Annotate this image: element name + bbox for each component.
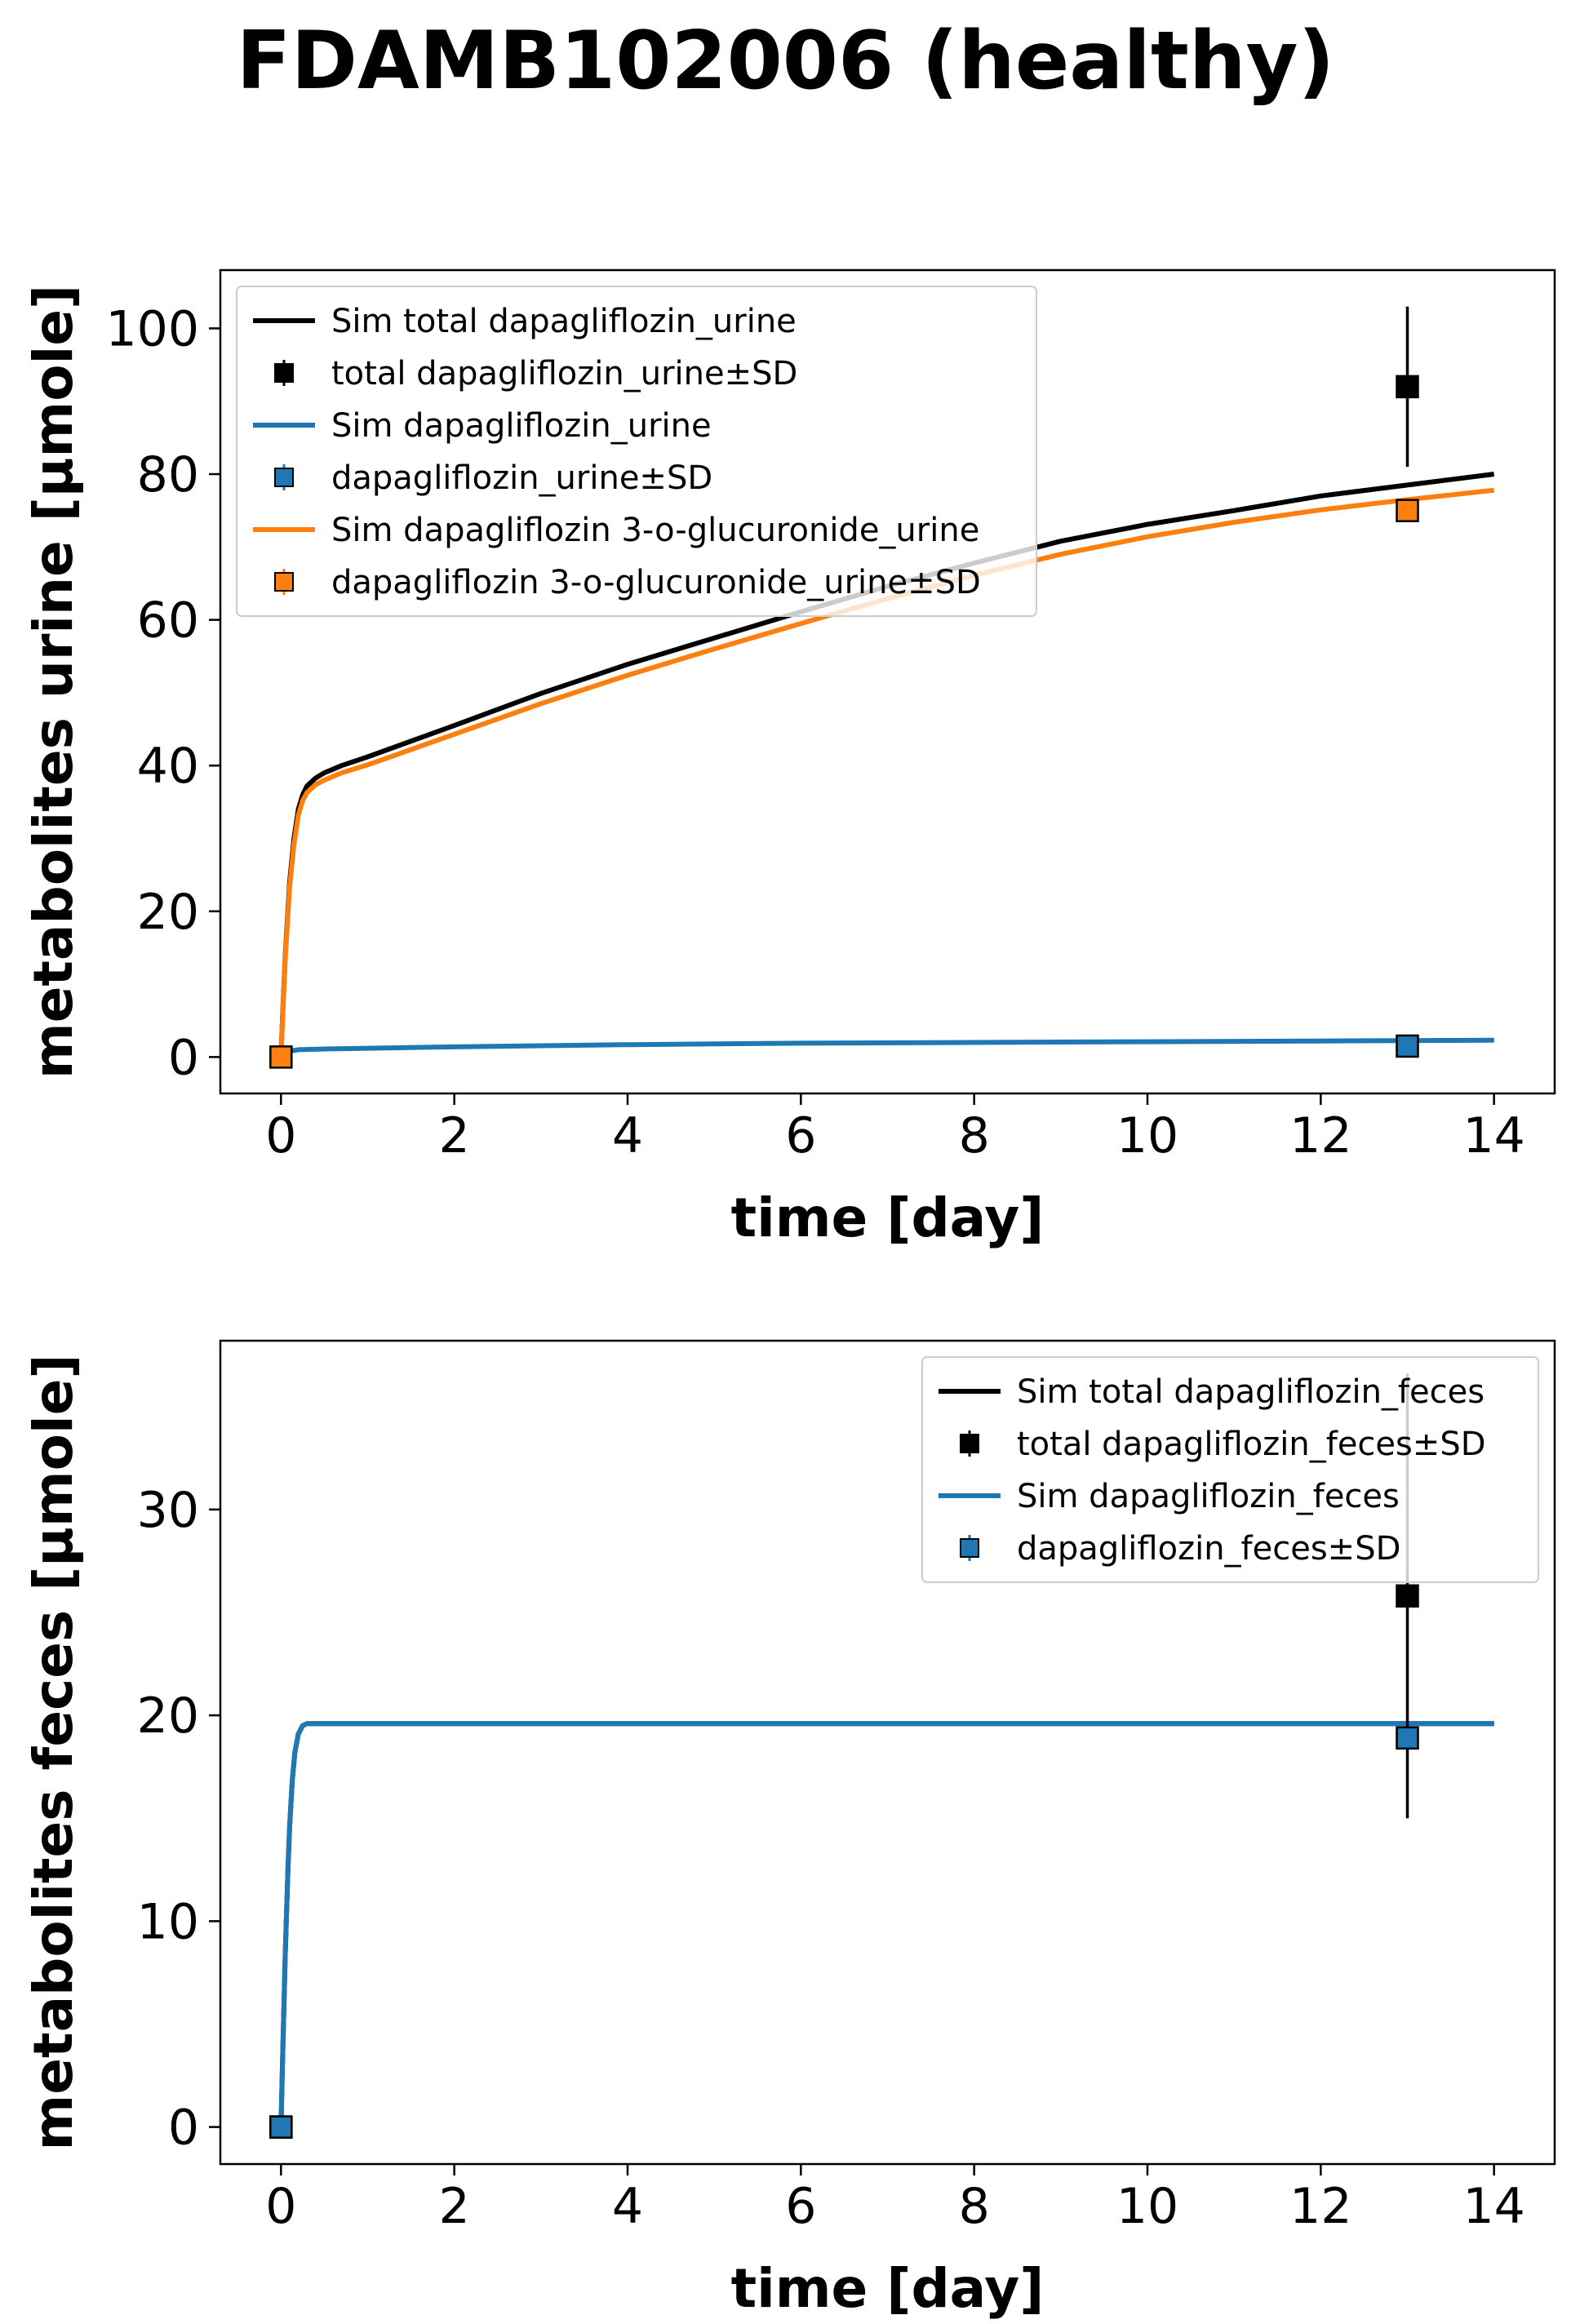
x-tick-label: 6 (785, 2178, 816, 2235)
series-line (278, 1721, 1494, 2127)
x-axis-label: time [day] (731, 1186, 1045, 1249)
legend-marker-swatch (274, 468, 294, 487)
legend-marker-swatch (960, 1538, 979, 1558)
legend-marker-swatch (274, 363, 294, 383)
x-tick-label: 4 (612, 1107, 643, 1164)
urine-chart-panel: 0 2 4 6 8 10 12 14 0 20 40 60 80 100 time [day] metabol… (22, 268, 1556, 1249)
legend-label: total dapagliflozin_urine±SD (331, 355, 797, 393)
legend-label: Sim total dapagliflozin_feces (1017, 1373, 1484, 1411)
series-line (279, 1037, 1494, 1059)
x-tick-label: 14 (1463, 1107, 1525, 1164)
feces-chart-panel: 0 2 4 6 8 10 12 14 0 10 20 30 time [day] metabolites … (22, 1339, 1556, 2320)
legend-box (921, 1356, 1539, 1583)
legend-label: Sim dapagliflozin_urine (331, 407, 712, 445)
y-axis-label: metabolites feces [µmole] (22, 1354, 85, 2150)
x-tick-label: 8 (959, 1107, 990, 1164)
legend-label: Sim dapagliflozin_feces (1017, 1478, 1400, 1515)
y-tick-label: 20 (137, 884, 199, 941)
legend-label: dapagliflozin_feces±SD (1017, 1530, 1400, 1568)
x-tick-label: 4 (612, 2178, 643, 2235)
data-point-marker (1396, 375, 1419, 399)
y-tick-label: 80 (137, 446, 199, 503)
x-tick-label: 2 (439, 1107, 470, 1164)
data-point-marker (269, 1045, 293, 1069)
legend-marker-swatch (274, 572, 294, 592)
x-tick-label: 0 (265, 2178, 296, 2235)
legend-box (236, 286, 1037, 617)
x-tick-label: 2 (439, 2178, 470, 2235)
x-tick-label: 10 (1116, 2178, 1178, 2235)
legend-label: total dapagliflozin_feces±SD (1017, 1426, 1486, 1463)
y-tick-label: 0 (168, 2100, 199, 2157)
y-tick-label: 60 (137, 592, 199, 650)
y-tick-label: 40 (137, 738, 199, 795)
x-tick-label: 6 (785, 1107, 816, 1164)
x-tick-label: 8 (959, 2178, 990, 2235)
legend-label: dapagliflozin_urine±SD (331, 459, 712, 497)
figure-title: FDAMB102006 (healthy) (236, 15, 1335, 108)
y-tick-label: 20 (137, 1688, 199, 1745)
x-tick-label: 12 (1289, 2178, 1351, 2235)
x-tick-label: 10 (1116, 1107, 1178, 1164)
y-axis-label: metabolites urine [µmole] (22, 285, 85, 1079)
series-line (278, 487, 1495, 1058)
y-tick-label: 0 (168, 1029, 199, 1086)
x-tick-label: 12 (1289, 1107, 1351, 1164)
y-tick-label: 30 (137, 1482, 199, 1539)
legend-label: Sim dapagliflozin 3-o-glucuronide_urine (331, 512, 979, 549)
x-axis-label: time [day] (731, 2257, 1045, 2320)
legend-label: dapagliflozin 3-o-glucuronide_urine±SD (331, 564, 981, 601)
data-point-marker (1396, 1584, 1419, 1608)
plot-frame (219, 268, 1556, 1095)
legend-label: Sim total dapagliflozin_urine (331, 303, 797, 340)
x-tick-label: 0 (265, 1107, 296, 1164)
data-point-marker (1396, 499, 1419, 522)
y-tick-label: 100 (105, 300, 199, 357)
series-line (278, 1721, 1494, 2127)
data-point-marker (1396, 1726, 1419, 1750)
plot-frame (219, 1339, 1556, 2166)
data-point-marker (1396, 1034, 1419, 1058)
x-tick-label: 14 (1463, 2178, 1525, 2235)
y-tick-label: 10 (137, 1893, 199, 1950)
legend-marker-swatch (960, 1434, 979, 1453)
data-point-marker (269, 2115, 293, 2139)
